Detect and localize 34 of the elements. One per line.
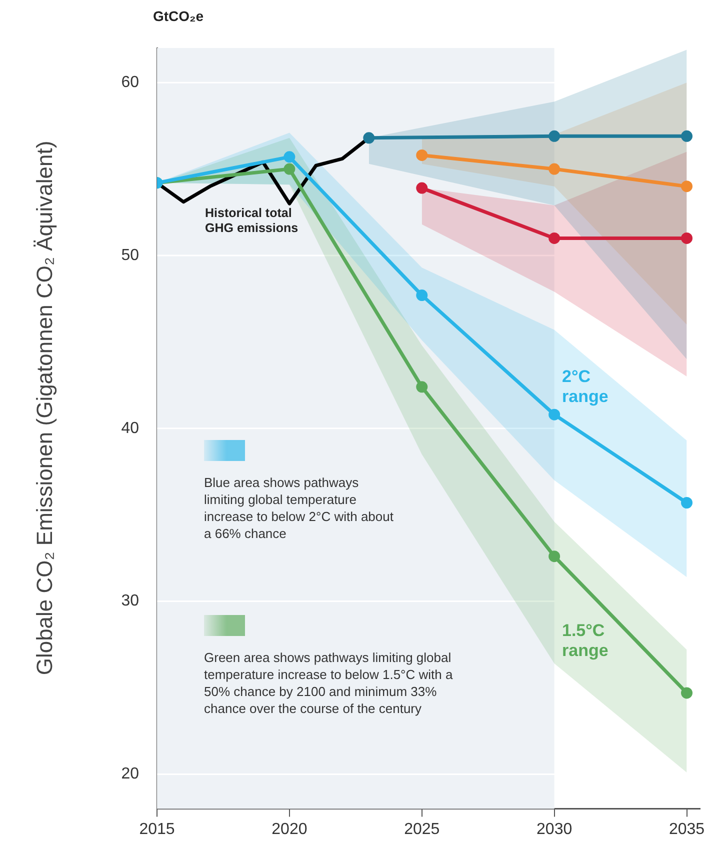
y-tick-label: 40 (121, 420, 140, 437)
point (416, 182, 428, 194)
x-tick-label: 2035 (668, 820, 705, 838)
annotation: 2°C range (562, 367, 610, 407)
point (284, 163, 296, 175)
annotation: 1.5°C range (562, 621, 610, 661)
y-tick-label: 60 (121, 74, 140, 91)
annotation: Green area shows pathways limiting global temperature increase to below 1.5°C with a 50% chance by 2100 and minimum 33% chance over the course of the century (204, 649, 454, 717)
point (548, 130, 560, 142)
chart-title: GtCO₂e (153, 8, 204, 24)
point (681, 180, 693, 192)
point (416, 290, 428, 302)
annotation: Historical total GHG emissions (205, 206, 300, 236)
x-tick-label: 2015 (139, 820, 175, 838)
annotation: Blue area shows pathways limiting global temperature increase to below 2°C with about a 66% chance (204, 474, 394, 542)
point (548, 163, 560, 175)
y-tick-label: 50 (121, 246, 140, 264)
point (363, 132, 375, 144)
point (548, 232, 560, 244)
y-axis-title: Globale CO₂ Emissionen (Gigatonnen CO₂ Äquivalent) (32, 140, 58, 678)
point (681, 687, 693, 699)
x-tick-label: 2025 (404, 820, 440, 838)
x-tick-label: 2030 (536, 820, 572, 838)
x-tick-label: 2020 (272, 820, 308, 838)
point (416, 149, 428, 161)
point (681, 232, 693, 244)
y-tick-label: 20 (121, 766, 140, 783)
point (548, 408, 560, 420)
point (548, 550, 560, 562)
point (284, 151, 296, 163)
y-tick-label: 30 (121, 592, 140, 610)
point (416, 381, 428, 393)
point (681, 497, 693, 508)
point (681, 130, 693, 142)
